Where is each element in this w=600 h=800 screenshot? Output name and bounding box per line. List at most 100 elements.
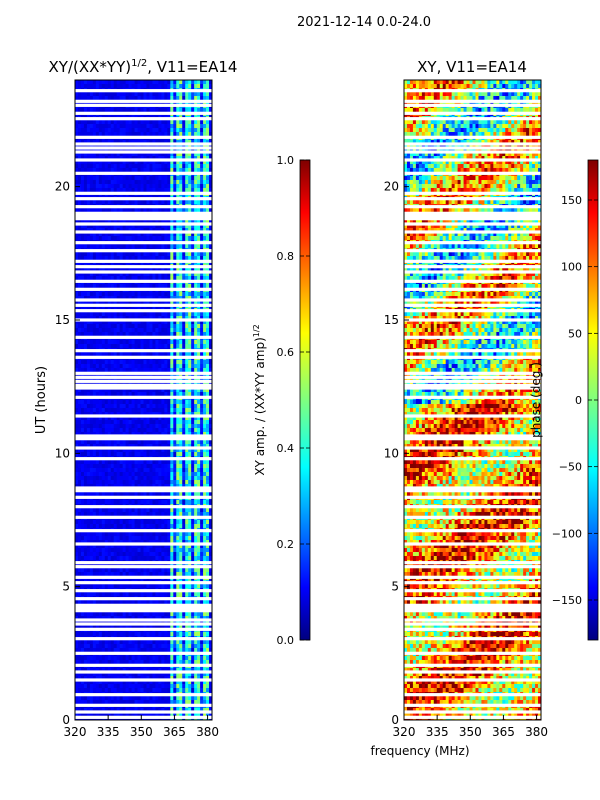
heatmap-cell [197, 360, 201, 365]
heatmap-cell [128, 224, 132, 229]
heatmap-cell [77, 412, 82, 417]
heatmap-cell [173, 176, 177, 181]
heatmap-cell [173, 108, 177, 113]
heatmap-cell [158, 320, 162, 325]
heatmap-cell [161, 404, 165, 409]
heatmap-cell [122, 300, 127, 305]
heatmap-cell [77, 156, 82, 161]
heatmap-cell [209, 476, 213, 481]
heatmap-cell [89, 468, 94, 473]
heatmap-cell [134, 468, 138, 473]
heatmap-cell [95, 124, 100, 129]
heatmap-cell [116, 244, 121, 249]
heatmap-cell [158, 364, 162, 369]
heatmap-cell [92, 492, 97, 497]
heatmap-cell [149, 404, 153, 409]
heatmap-cell [101, 492, 106, 497]
heatmap-cell [188, 300, 192, 305]
heatmap-cell [149, 148, 153, 153]
heatmap-cell [119, 132, 124, 137]
heatmap-cell [137, 80, 141, 85]
heatmap-cell [75, 464, 79, 469]
heatmap-cell [75, 180, 79, 185]
heatmap-cell [140, 476, 144, 481]
heatmap-cell [134, 128, 138, 133]
heatmap-cell [86, 492, 91, 497]
heatmap-cell [140, 472, 144, 477]
heatmap-cell [83, 400, 88, 405]
heatmap-cell [107, 84, 112, 89]
heatmap-cell [134, 156, 138, 161]
heatmap-cell [134, 464, 138, 469]
heatmap-cell [203, 92, 207, 97]
heatmap-cell [197, 188, 201, 193]
heatmap-cell [92, 332, 97, 337]
heatmap-cell [80, 360, 85, 365]
heatmap-cell [75, 232, 79, 237]
heatmap-cell [134, 424, 138, 429]
heatmap-cell [98, 332, 103, 337]
heatmap-cell [167, 408, 171, 413]
heatmap-cell [122, 464, 127, 469]
heatmap-cell [170, 144, 174, 149]
heatmap-cell [176, 244, 180, 249]
heatmap-cell [158, 368, 162, 373]
heatmap-cell [80, 468, 85, 473]
heatmap-cell [188, 152, 192, 157]
heatmap-cell [164, 184, 168, 189]
heatmap-cell [75, 424, 79, 429]
heatmap-cell [164, 272, 168, 277]
heatmap-cell [158, 440, 162, 445]
heatmap-cell [140, 168, 144, 173]
heatmap-cell [95, 176, 100, 181]
heatmap-cell [176, 252, 180, 257]
heatmap-cell [209, 320, 213, 325]
heatmap-cell [200, 144, 204, 149]
heatmap-cell [203, 448, 207, 453]
heatmap-cell [98, 108, 103, 113]
heatmap-cell [209, 312, 213, 317]
heatmap-cell [149, 124, 153, 129]
heatmap-cell [155, 420, 159, 425]
heatmap-cell [83, 132, 88, 137]
heatmap-cell [146, 132, 150, 137]
heatmap-cell [164, 228, 168, 233]
heatmap-cell [200, 96, 204, 101]
heatmap-cell [131, 364, 135, 369]
heatmap-cell [92, 208, 97, 213]
heatmap-cell [75, 220, 79, 225]
heatmap-cell [149, 220, 153, 225]
heatmap-cell [194, 148, 198, 153]
heatmap-cell [77, 108, 82, 113]
heatmap-cell [116, 208, 121, 213]
heatmap-cell [158, 476, 162, 481]
heatmap-cell [104, 324, 109, 329]
heatmap-cell [92, 408, 97, 413]
heatmap-cell [209, 472, 213, 477]
heatmap-cell [125, 228, 130, 233]
heatmap-cell [188, 200, 192, 205]
heatmap-cell [194, 92, 198, 97]
heatmap-cell [167, 464, 171, 469]
heatmap-cell [143, 224, 147, 229]
heatmap-cell [200, 128, 204, 133]
heatmap-cell [170, 404, 174, 409]
heatmap-cell [146, 316, 150, 321]
heatmap-cell [119, 256, 124, 261]
heatmap-cell [122, 92, 127, 97]
heatmap-cell [131, 200, 135, 205]
heatmap-cell [86, 472, 91, 477]
heatmap-cell [95, 180, 100, 185]
heatmap-cell [143, 464, 147, 469]
heatmap-cell [197, 96, 201, 101]
heatmap-cell [170, 392, 174, 397]
heatmap-cell [77, 500, 82, 505]
heatmap-cell [122, 428, 127, 433]
heatmap-cell [98, 492, 103, 497]
heatmap-cell [101, 332, 106, 337]
heatmap-cell [170, 252, 174, 257]
heatmap-cell [107, 320, 112, 325]
heatmap-cell [146, 96, 150, 101]
heatmap-cell [170, 428, 174, 433]
heatmap-cell [188, 464, 192, 469]
